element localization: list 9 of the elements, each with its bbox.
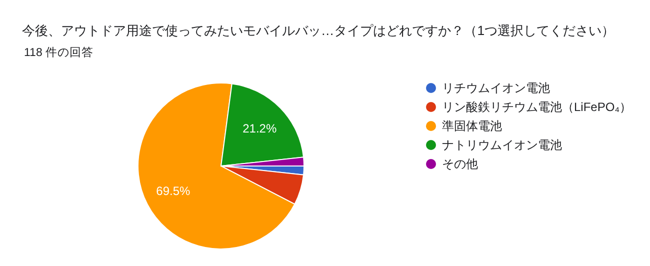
legend-label: その他 [442,157,478,172]
chart-title: 今後、アウトドア用途で使ってみたいモバイルバッ…タイプはどれですか？（1つ選択してください） [22,23,615,38]
legend-label: リチウムイオン電池 [442,81,550,96]
legend-label: 準固体電池 [442,119,502,134]
legend-label: リン酸鉄リチウム電池（LiFePO₄） [442,100,632,114]
data-label: 69.5% [156,184,191,198]
data-label: 21.2% [242,122,277,136]
chart-subtitle: 118 件の回答 [24,46,94,59]
legend-label: ナトリウムイオン電池 [442,138,562,152]
